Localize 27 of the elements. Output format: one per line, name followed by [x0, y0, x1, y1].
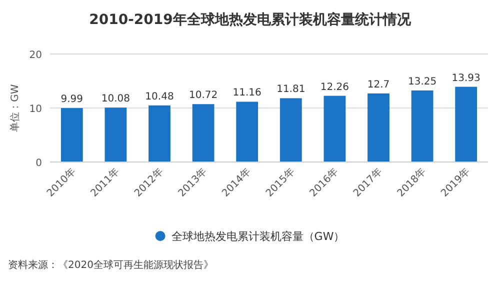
text: 资料来源：《2020全球可再生能源现状报告》	[8, 259, 214, 271]
data-label: 12.26	[320, 82, 350, 93]
y-axis-title: 单位：GW	[9, 84, 21, 132]
data-label: 9.99	[60, 94, 84, 106]
bar	[192, 104, 214, 162]
y-tick-label: 20	[29, 50, 42, 61]
chart-title: 2010-2019年全球地热发电累计装机容量统计情况	[89, 11, 412, 28]
bar	[455, 86, 478, 162]
bar	[411, 90, 434, 162]
data-label: 13.93	[452, 72, 480, 84]
bar	[236, 102, 258, 162]
data-label: 12.7	[367, 79, 390, 90]
bar	[368, 93, 390, 162]
data-label: 10.72	[188, 90, 218, 102]
bar	[280, 98, 302, 162]
data-label: 11.16	[232, 88, 262, 99]
legend-label: 全球地热发电累计装机容量（GW）	[171, 230, 345, 243]
y-tick-label: 10	[29, 104, 42, 115]
data-label: 10.08	[101, 94, 130, 105]
bar	[324, 96, 346, 162]
bar	[104, 108, 127, 162]
bar	[148, 105, 170, 162]
bar	[60, 108, 83, 162]
y-tick-label: 0	[36, 158, 42, 169]
data-label: 10.48	[145, 91, 174, 102]
data-label: 11.81	[276, 84, 306, 96]
data-label: 13.25	[408, 76, 437, 88]
